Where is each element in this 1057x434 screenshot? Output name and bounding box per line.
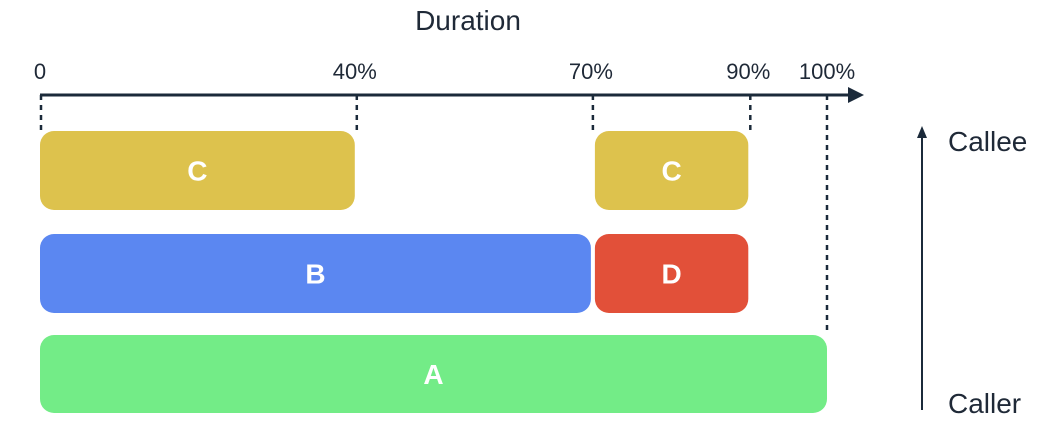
tick-label: 40%	[333, 59, 377, 84]
bar-a	[40, 335, 827, 413]
tick-label: 100%	[799, 59, 855, 84]
bar-label: D	[661, 259, 681, 290]
callee-label: Callee	[948, 126, 1027, 157]
bar-label: B	[305, 259, 325, 290]
bar-d	[594, 234, 749, 313]
diagram-title: Duration	[415, 5, 521, 36]
duration-axis-arrowhead	[848, 87, 864, 103]
hierarchy-axis-arrowhead	[917, 126, 927, 138]
bar-label: A	[423, 359, 443, 390]
tick-label: 0	[34, 59, 46, 84]
bar-label: C	[661, 156, 681, 187]
bar-label: C	[187, 156, 207, 187]
call-bars: C C B D A	[40, 131, 827, 413]
bar-c	[40, 131, 355, 210]
caller-label: Caller	[948, 388, 1021, 419]
tick-labels: 0 40% 70% 90% 100%	[34, 59, 855, 84]
bar-c	[594, 131, 749, 210]
dashed-guides	[39, 95, 829, 335]
tick-label: 70%	[569, 59, 613, 84]
bar-b	[40, 234, 591, 313]
tick-label: 90%	[726, 59, 770, 84]
